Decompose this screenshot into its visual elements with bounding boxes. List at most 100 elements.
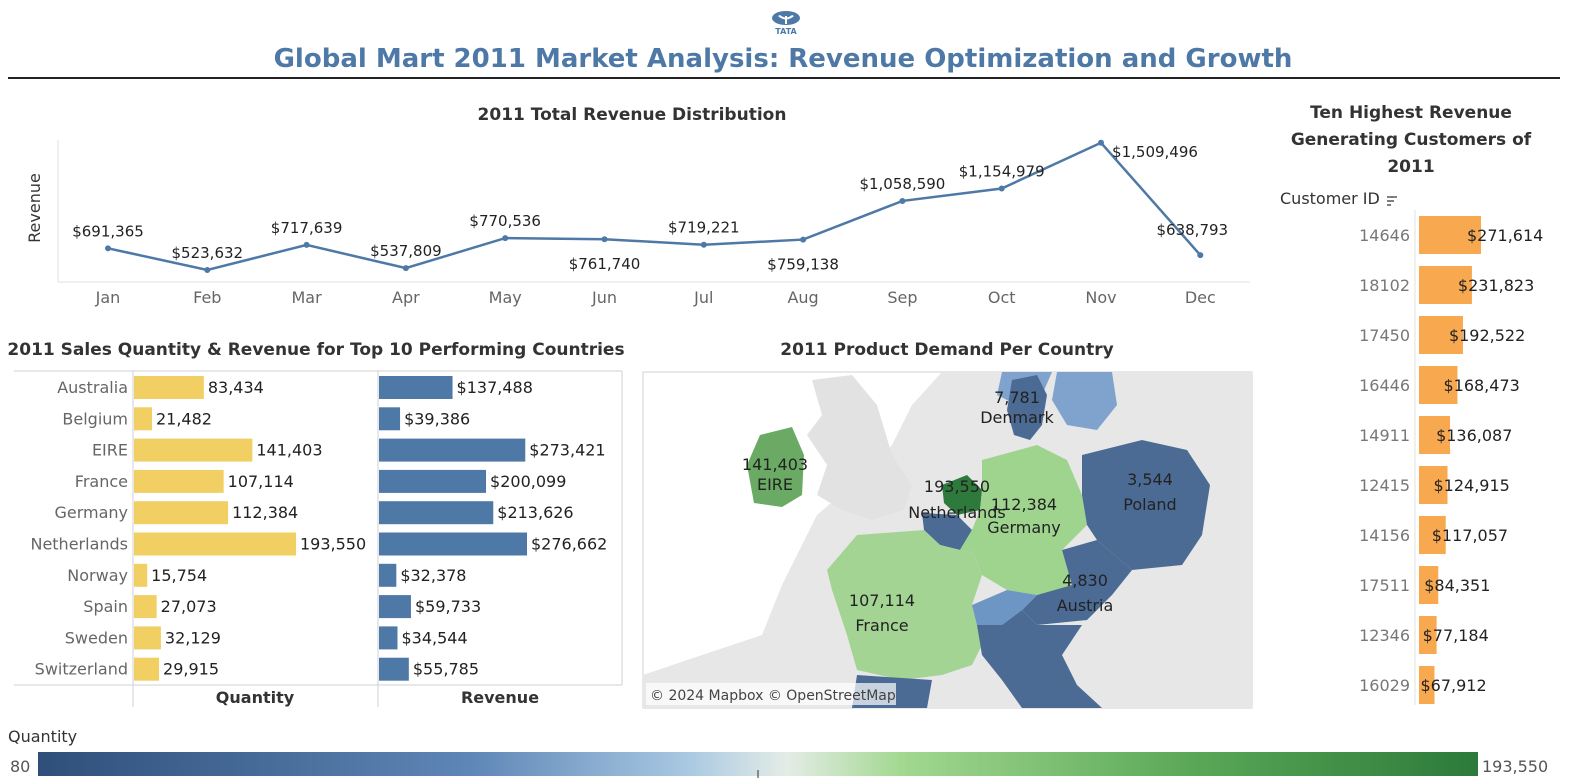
- quantity-bar-spain[interactable]: [134, 595, 157, 619]
- revenue-value-label: $32,378: [400, 566, 466, 585]
- map-belgium: [922, 513, 972, 550]
- country-chart-title: 2011 Sales Quantity & Revenue for Top 10…: [7, 340, 624, 360]
- map-britain: [807, 375, 912, 520]
- legend-max-label: 193,550: [1482, 757, 1548, 776]
- map-netherlands: [942, 475, 982, 515]
- quantity-bar-france[interactable]: [134, 469, 224, 493]
- revenue-data-label: $691,365: [72, 222, 144, 240]
- revenue-data-label: $1,058,590: [859, 175, 945, 193]
- revenue-point-may[interactable]: [502, 235, 509, 242]
- map-title: 2011 Product Demand Per Country: [780, 340, 1113, 360]
- month-tick-label: May: [489, 288, 522, 307]
- revenue-point-sep[interactable]: [899, 197, 906, 204]
- quantity-bar-germany[interactable]: [134, 501, 229, 525]
- tata-logo: TATA: [772, 11, 800, 36]
- month-tick-label: Aug: [787, 288, 818, 307]
- map-country-poland: Poland: [1123, 495, 1176, 514]
- month-tick-label: Apr: [392, 288, 420, 307]
- customer-bar-14156[interactable]: [1419, 516, 1446, 554]
- map-poland: [1082, 440, 1210, 570]
- customer-id-header: Customer ID: [1280, 189, 1380, 208]
- map-sweden: [1052, 372, 1117, 430]
- revenue-bar-sweden[interactable]: [379, 626, 398, 650]
- quantity-bar-norway[interactable]: [134, 563, 148, 587]
- quantity-bar-australia[interactable]: [134, 376, 204, 399]
- quantity-bar-netherlands[interactable]: [134, 532, 296, 556]
- customer-revenue-label: $117,057: [1432, 526, 1508, 545]
- revenue-point-mar[interactable]: [303, 241, 310, 248]
- revenue-bar-norway[interactable]: [379, 563, 397, 587]
- customer-bar-16029[interactable]: [1419, 666, 1435, 704]
- revenue-value-label: $137,488: [457, 378, 533, 397]
- customer-bar-18102[interactable]: [1419, 266, 1472, 304]
- month-tick-label: Sep: [887, 288, 917, 307]
- quantity-value-label: 83,434: [208, 378, 264, 397]
- sort-icon[interactable]: [1387, 196, 1397, 206]
- title-divider: [8, 77, 1560, 79]
- revenue-point-dec[interactable]: [1197, 252, 1204, 259]
- country-label: EIRE: [92, 441, 128, 460]
- revenue-bar-switzerland[interactable]: [379, 657, 409, 681]
- customer-id-label: 17511: [1359, 576, 1410, 595]
- revenue-bar-spain[interactable]: [379, 595, 411, 619]
- month-tick-label: Jun: [591, 288, 617, 307]
- product-demand-map: 2011 Product Demand Per Country 7,781Den…: [642, 340, 1253, 709]
- map-value-austria: 4,830: [1062, 571, 1108, 590]
- customer-bar-12415[interactable]: [1419, 466, 1448, 504]
- customer-bar-14911[interactable]: [1419, 416, 1451, 454]
- map-eire: [747, 427, 804, 507]
- revenue-point-nov[interactable]: [1098, 139, 1104, 146]
- revenue-data-label: $770,536: [469, 212, 541, 230]
- customer-bar-14646[interactable]: [1419, 216, 1481, 254]
- revenue-point-aug[interactable]: [800, 236, 807, 243]
- revenue-data-label: $523,632: [172, 244, 244, 262]
- revenue-point-jul[interactable]: [700, 241, 707, 248]
- revenue-value-label: $34,544: [401, 628, 467, 647]
- revenue-data-label: $537,809: [370, 242, 442, 260]
- customer-id-label: 16029: [1359, 676, 1410, 695]
- quantity-bar-switzerland[interactable]: [134, 657, 160, 681]
- month-tick-label: Mar: [292, 288, 323, 307]
- revenue-bar-france[interactable]: [379, 469, 487, 493]
- dashboard-title: Global Mart 2011 Market Analysis: Revenu…: [273, 44, 1293, 74]
- country-label: Australia: [57, 378, 128, 397]
- customer-revenue-label: $84,351: [1424, 576, 1490, 595]
- revenue-point-apr[interactable]: [402, 265, 409, 272]
- customer-revenue-label: $231,823: [1458, 276, 1534, 295]
- customer-bar-16446[interactable]: [1419, 366, 1458, 404]
- quantity-bar-eire[interactable]: [134, 438, 253, 462]
- customer-revenue-label: $77,184: [1423, 626, 1489, 645]
- customer-bar-chart: Customer ID 14646 $271,614 18102 $231,823 17…: [1280, 189, 1543, 705]
- revenue-point-jan[interactable]: [105, 245, 111, 252]
- quantity-value-label: 15,754: [151, 566, 207, 585]
- revenue-bar-australia[interactable]: [379, 376, 453, 399]
- country-label: France: [75, 472, 128, 491]
- country-label: Belgium: [62, 409, 128, 428]
- quantity-value-label: 27,073: [161, 597, 217, 616]
- map-country-eire: EIRE: [757, 475, 793, 494]
- month-tick-label: Nov: [1085, 288, 1116, 307]
- quantity-bar-belgium[interactable]: [134, 407, 152, 431]
- line-chart-ylabel: Revenue: [25, 173, 44, 243]
- revenue-bar-belgium[interactable]: [379, 407, 401, 431]
- map-france: [827, 530, 987, 680]
- quantity-bar-sweden[interactable]: [134, 626, 161, 650]
- revenue-point-feb[interactable]: [204, 266, 211, 273]
- revenue-data-label: $761,740: [569, 255, 641, 273]
- map-attribution[interactable]: © 2024 Mapbox © OpenStreetMap: [650, 688, 896, 704]
- customer-id-label: 14646: [1359, 226, 1410, 245]
- revenue-point-oct[interactable]: [998, 185, 1005, 192]
- revenue-data-label: $1,154,979: [959, 163, 1045, 181]
- revenue-value-label: $213,626: [497, 503, 573, 522]
- revenue-bar-netherlands[interactable]: [379, 532, 527, 556]
- map-value-germany: 112,384: [991, 495, 1057, 514]
- revenue-point-jun[interactable]: [601, 236, 608, 243]
- revenue-bar-eire[interactable]: [379, 438, 526, 462]
- customer-bar-12346[interactable]: [1419, 616, 1437, 654]
- revenue-value-label: $39,386: [404, 409, 470, 428]
- customer-bar-17511[interactable]: [1419, 566, 1439, 604]
- customer-bar-17450[interactable]: [1419, 316, 1463, 354]
- map-country-netherlands: Netherlands: [908, 503, 1006, 522]
- revenue-bar-germany[interactable]: [379, 501, 494, 525]
- revenue-data-label: $638,793: [1157, 221, 1229, 239]
